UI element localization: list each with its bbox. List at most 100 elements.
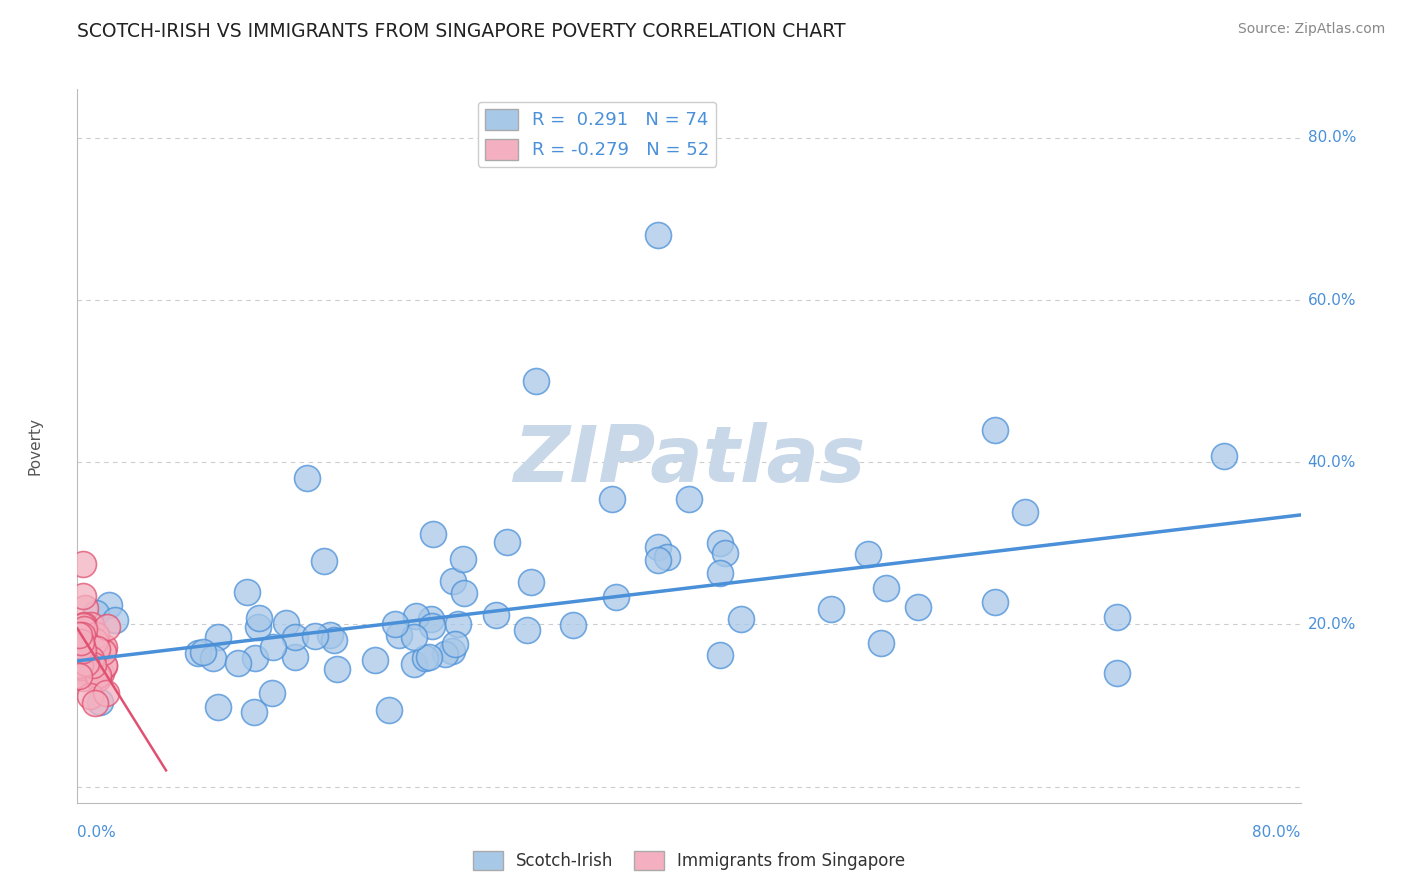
Text: 40.0%: 40.0% (1308, 455, 1355, 470)
Point (364, 653, 387, 667)
Point (262, 686, 284, 700)
Point (80, 640, 103, 654)
Point (1107, 609, 1129, 624)
Point (93, 657, 115, 672)
Point (72, 557, 94, 571)
Point (714, 546, 737, 560)
Text: Poverty: Poverty (27, 417, 42, 475)
Point (76, 665, 98, 679)
Text: SCOTCH-IRISH VS IMMIGRANTS FROM SINGAPORE POVERTY CORRELATION CHART: SCOTCH-IRISH VS IMMIGRANTS FROM SINGAPOR… (77, 22, 846, 41)
Point (419, 612, 441, 626)
Point (319, 628, 342, 642)
Point (73, 601, 96, 615)
Point (84, 628, 107, 642)
Text: 20.0%: 20.0% (1308, 617, 1355, 632)
Point (72, 589, 94, 603)
Point (89, 695, 111, 709)
Point (284, 630, 307, 644)
Point (72, 628, 94, 642)
Point (93, 659, 115, 673)
Point (187, 646, 209, 660)
Point (378, 703, 401, 717)
Point (86, 606, 108, 620)
Point (326, 662, 349, 676)
Point (295, 471, 318, 485)
Point (1213, 449, 1236, 463)
Point (418, 650, 440, 665)
Point (678, 491, 700, 506)
Point (93, 640, 115, 655)
Point (446, 617, 468, 632)
Point (84, 696, 107, 710)
Point (404, 631, 426, 645)
Point (69, 667, 91, 681)
Point (247, 611, 270, 625)
Point (441, 574, 464, 589)
Point (86, 641, 108, 656)
Point (75, 665, 97, 680)
Point (193, 645, 215, 659)
Point (67, 644, 90, 658)
Point (243, 705, 266, 719)
Point (495, 535, 517, 549)
Point (73, 657, 96, 671)
Point (243, 651, 266, 665)
Point (70, 660, 93, 674)
Point (276, 616, 298, 631)
Point (453, 586, 475, 600)
Point (69, 657, 91, 672)
Point (79, 656, 101, 670)
Point (67, 646, 90, 660)
Point (202, 651, 225, 665)
Text: 60.0%: 60.0% (1308, 293, 1355, 308)
Point (72, 623, 94, 637)
Point (520, 574, 543, 589)
Point (384, 617, 406, 632)
Point (98, 599, 121, 613)
Point (91, 645, 114, 659)
Point (323, 633, 346, 648)
Point (262, 640, 284, 655)
Point (72, 635, 94, 649)
Point (69, 640, 91, 655)
Point (69, 640, 91, 654)
Point (647, 228, 669, 243)
Point (86, 671, 108, 685)
Point (226, 657, 249, 671)
Point (67, 628, 90, 642)
Point (72, 643, 94, 657)
Point (75, 656, 97, 670)
Point (104, 613, 127, 627)
Point (73, 625, 96, 640)
Point (75, 660, 97, 674)
Point (433, 648, 456, 662)
Point (96, 619, 118, 633)
Point (516, 624, 538, 638)
Text: 0.0%: 0.0% (77, 825, 117, 840)
Point (75, 623, 97, 637)
Point (984, 423, 1007, 437)
Point (72, 671, 94, 685)
Point (82, 658, 104, 673)
Point (856, 547, 879, 561)
Point (70, 635, 93, 649)
Point (730, 612, 752, 626)
Point (647, 553, 669, 567)
Point (647, 541, 669, 555)
Point (1014, 505, 1036, 519)
Point (420, 618, 443, 632)
Point (207, 700, 229, 714)
Point (405, 609, 427, 624)
Point (875, 581, 897, 595)
Text: ZIPatlas: ZIPatlas (513, 422, 865, 499)
Point (73, 640, 96, 654)
Point (72, 639, 94, 653)
Point (76, 664, 98, 678)
Point (907, 599, 929, 614)
Point (485, 607, 508, 622)
Point (84, 633, 107, 648)
Point (1107, 666, 1129, 681)
Point (246, 620, 269, 634)
Point (709, 648, 731, 662)
Text: 80.0%: 80.0% (1308, 130, 1355, 145)
